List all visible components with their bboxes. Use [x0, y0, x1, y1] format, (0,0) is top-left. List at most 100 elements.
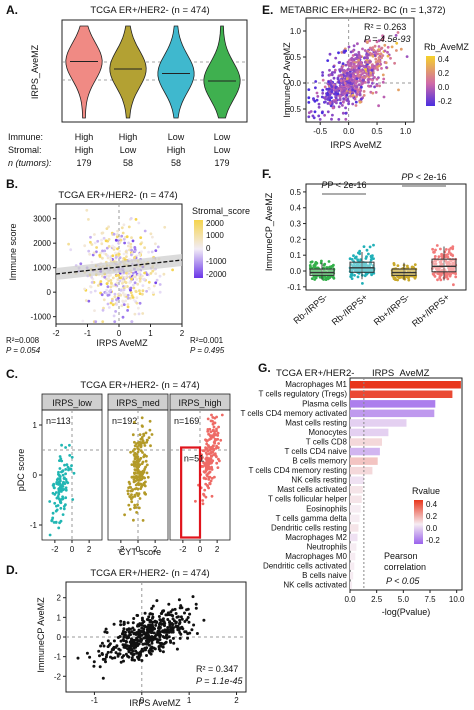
- panel-c: C. TCGA ER+/HER2- (n = 474) pDC score CY…: [6, 367, 231, 557]
- panel-g-bar-17: [350, 533, 358, 542]
- panel-b-point: [124, 281, 128, 284]
- panel-e-point: [357, 53, 361, 56]
- panel-f-point: [323, 262, 327, 266]
- panel-b-point: [154, 272, 158, 275]
- panel-e-point: [347, 59, 351, 62]
- panel-d-xtick-0: -1: [91, 696, 99, 705]
- panel-e-point: [337, 105, 341, 109]
- panel-g-legend-tick-4: -0.2: [426, 536, 440, 545]
- panel-c-xtick-0-0: -2: [51, 545, 59, 554]
- panel-g-category-9: B cells memory: [292, 457, 347, 466]
- panel-g-xtick-4: 10.0: [449, 595, 465, 604]
- panel-d-point: [179, 615, 183, 619]
- panel-g-bar-15: [350, 514, 360, 523]
- panel-b-point: [126, 305, 130, 309]
- panel-d-xtick-1: 0: [140, 696, 145, 705]
- panel-e-point: [361, 78, 365, 82]
- panel-b-point: [117, 252, 121, 256]
- panel-c-point: [143, 444, 147, 447]
- panel-label-b: B.: [6, 177, 18, 191]
- panel-f-point: [365, 255, 368, 258]
- panel-e-point: [380, 67, 383, 70]
- panel-d-point: [168, 625, 172, 629]
- panel-g-category-2: T cells regulatory (Tregs): [259, 390, 348, 399]
- panel-d-point: [126, 644, 129, 648]
- panel-b-point: [121, 299, 125, 303]
- panel-b-point: [135, 301, 139, 305]
- panel-e-point: [356, 70, 359, 74]
- panel-f-point: [359, 263, 362, 267]
- panel-e-point: [357, 88, 361, 92]
- panel-c-point: [210, 476, 214, 480]
- panel-e-point: [362, 90, 366, 93]
- panel-b-point: [106, 285, 110, 289]
- panel-c-point: [145, 471, 149, 475]
- panel-b-point: [139, 242, 143, 246]
- panel-e-point: [367, 80, 370, 84]
- panel-b-point: [158, 274, 162, 278]
- panel-b-point: [139, 236, 143, 240]
- panel-e-point: [381, 38, 384, 42]
- panel-b-point: [124, 299, 127, 303]
- panel-b-point: [107, 277, 111, 281]
- panel-d-point: [169, 610, 173, 614]
- panel-f-point: [392, 262, 396, 265]
- panel-c-point: [140, 485, 143, 489]
- panel-d-point: [127, 634, 131, 638]
- panel-d-point: [178, 618, 182, 622]
- panel-d-point: [150, 646, 154, 650]
- panel-d-ytick-0: -2: [54, 672, 62, 681]
- panel-d-point: [92, 660, 96, 664]
- panel-c-point: [210, 450, 214, 454]
- panel-f-point: [433, 250, 436, 254]
- panel-d-point: [166, 611, 170, 615]
- panel-g-bar-12: [350, 486, 363, 494]
- panel-e-point: [366, 50, 370, 53]
- panel-d-ytick-4: 2: [57, 594, 62, 603]
- panel-f-point: [368, 245, 372, 249]
- panel-e-point: [344, 63, 348, 67]
- group-4-stromal: Low: [214, 145, 231, 155]
- panel-d-point: [114, 651, 118, 655]
- panel-d-point: [76, 656, 80, 660]
- panel-g-category-7: T cells CD8: [306, 437, 348, 446]
- panel-b-point: [113, 295, 117, 299]
- panel-e-point: [366, 56, 369, 60]
- panel-d-point: [168, 622, 172, 626]
- panel-d-point: [104, 655, 108, 659]
- panel-g-note-2: correlation: [384, 562, 426, 572]
- panel-g-bar-3: [350, 400, 436, 408]
- panel-g-category-22: NK cells activated: [283, 581, 347, 590]
- panel-b-point: [107, 274, 111, 278]
- group-1-immune: High: [75, 132, 94, 142]
- panel-e-point: [386, 54, 390, 58]
- panel-d-point: [171, 617, 175, 621]
- panel-b-regression-line: [55, 259, 183, 275]
- panel-d-point: [158, 622, 161, 626]
- panel-b-point: [113, 292, 117, 296]
- panel-c-point: [145, 463, 149, 467]
- panel-g-bar-14: [350, 505, 361, 513]
- panel-b-point: [152, 284, 156, 288]
- panel-d-point: [98, 654, 101, 658]
- panel-c-point: [63, 463, 66, 467]
- panel-c-point: [204, 451, 208, 455]
- panel-c-point: [61, 488, 65, 492]
- panel-b-legend-title: Stromal_score: [192, 206, 250, 216]
- panel-c-point: [136, 503, 139, 506]
- panel-e-point: [366, 69, 370, 72]
- panel-d-point: [104, 627, 108, 631]
- panel-e-ytick-3: 1.0: [290, 27, 302, 36]
- panel-e-point: [366, 40, 369, 44]
- panel-c-point: [136, 487, 140, 491]
- panel-e-points: [307, 31, 409, 121]
- panel-d-point: [194, 606, 198, 610]
- panel-c-point: [144, 465, 148, 469]
- panel-c-point: [204, 446, 208, 450]
- panel-e-p: P = 4.5e-93: [364, 34, 410, 44]
- panel-f-comparison-1: PP < 2e-16: [321, 180, 366, 190]
- panel-d-point: [85, 651, 89, 655]
- panel-d-point: [145, 654, 148, 657]
- panel-d-point: [183, 620, 187, 623]
- panel-d-point: [128, 648, 132, 652]
